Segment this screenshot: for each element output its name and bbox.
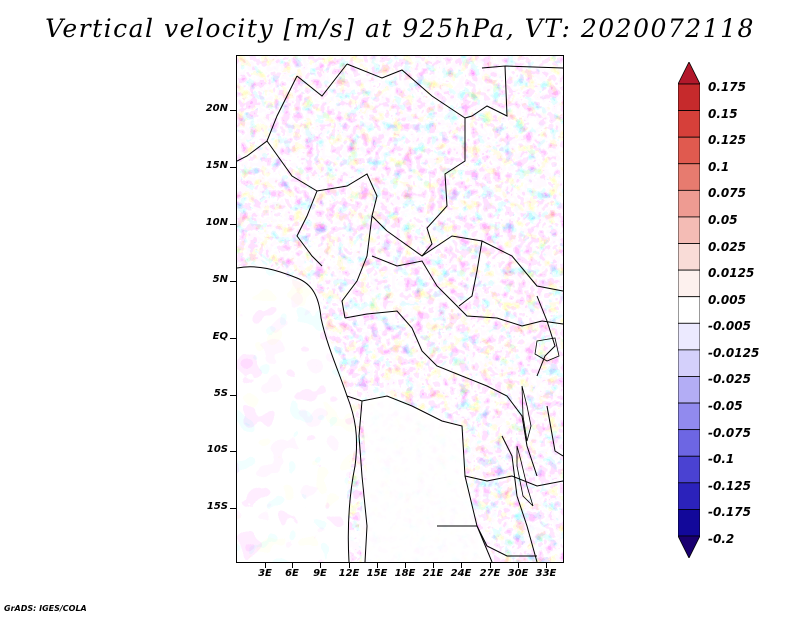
colorbar-bottom-arrow: [678, 535, 700, 558]
colorbar-label: 0.025: [708, 239, 746, 254]
colorbar-segment: [678, 269, 700, 298]
colorbar-segment: [678, 163, 700, 191]
lat-label: 10N: [205, 217, 228, 228]
colorbar-segment: [678, 83, 700, 111]
lat-tick: [230, 338, 236, 339]
lon-label: 27E: [479, 568, 501, 579]
lakes-outline: [516, 337, 560, 507]
colorbar-label: 0.075: [708, 186, 746, 201]
lon-label: 30E: [507, 568, 529, 579]
colorbar-segment: [678, 322, 700, 351]
lat-label: EQ: [212, 331, 228, 342]
colorbar-label: 0.005: [708, 292, 746, 307]
lat-label: 15S: [206, 501, 228, 512]
colorbar-label: 0.125: [708, 133, 746, 148]
colorbar-label: -0.1: [708, 452, 735, 467]
colorbar-top-arrow: [678, 62, 700, 85]
country-borders: [237, 63, 563, 562]
lon-tick: [377, 563, 378, 568]
colorbar-segment: [678, 216, 700, 244]
lon-label: 33E: [535, 568, 557, 579]
colorbar-label: -0.175: [708, 505, 751, 520]
lon-tick: [461, 563, 462, 568]
colorbar-segment: [678, 482, 700, 510]
colorbar-segment: [678, 376, 700, 404]
lon-label: 15E: [366, 568, 388, 579]
colorbar-label: -0.025: [708, 372, 751, 387]
lon-label: 6E: [285, 568, 299, 579]
lon-label: 21E: [422, 568, 444, 579]
lat-label: 10S: [206, 444, 228, 455]
colorbar-segment: [678, 429, 700, 457]
colorbar-label: 0.1: [708, 159, 730, 174]
colorbar-segment: [678, 189, 700, 218]
vertical-velocity-field: [237, 56, 563, 562]
map-panel: [236, 55, 564, 563]
lat-tick: [230, 224, 236, 225]
colorbar-segment: [678, 110, 700, 138]
colorbar-label: -0.05: [708, 399, 743, 414]
colorbar-segment: [678, 455, 700, 484]
lon-label: 9E: [313, 568, 327, 579]
grads-credit: GrADS: IGES/COLA: [4, 604, 87, 613]
colorbar-label: -0.075: [708, 425, 751, 440]
lon-label: 24E: [450, 568, 472, 579]
colorbar-label: 0.0125: [708, 266, 755, 281]
lat-tick: [230, 281, 236, 282]
lon-tick: [349, 563, 350, 568]
colorbar-label: -0.0125: [708, 345, 760, 360]
lat-label: 5S: [213, 388, 228, 399]
colorbar-label: 0.05: [708, 212, 738, 227]
lon-tick: [265, 563, 266, 568]
colorbar-label: -0.125: [708, 478, 751, 493]
lon-tick: [490, 563, 491, 568]
lon-label: 3E: [258, 568, 272, 579]
lat-tick: [230, 508, 236, 509]
lat-label: 5N: [212, 274, 228, 285]
colorbar-segment: [678, 136, 700, 165]
colorbar-label: 0.175: [708, 80, 746, 94]
lon-tick: [320, 563, 321, 568]
lat-tick: [230, 395, 236, 396]
colorbar-label: -0.005: [708, 319, 751, 334]
lon-tick: [292, 563, 293, 568]
colorbar-label: -0.2: [708, 532, 735, 546]
lat-label: 20N: [205, 103, 228, 114]
lon-tick: [433, 563, 434, 568]
colorbar-segment: [678, 349, 700, 377]
lon-label: 18E: [394, 568, 416, 579]
lon-tick: [518, 563, 519, 568]
lat-label: 15N: [205, 160, 228, 171]
masked-highland-region: [359, 396, 492, 562]
lat-tick: [230, 451, 236, 452]
colorbar: [678, 62, 700, 558]
chart-title: Vertical velocity [m/s] at 925hPa, VT: 2…: [45, 14, 755, 43]
lat-tick: [230, 167, 236, 168]
lat-tick: [230, 110, 236, 111]
colorbar-segment: [678, 402, 700, 431]
colorbar-segment: [678, 243, 700, 271]
colorbar-label: 0.15: [708, 106, 738, 121]
colorbar-segment: [678, 509, 700, 537]
lon-tick: [405, 563, 406, 568]
lon-tick: [546, 563, 547, 568]
colorbar-segment: [678, 296, 700, 324]
lon-label: 12E: [338, 568, 360, 579]
